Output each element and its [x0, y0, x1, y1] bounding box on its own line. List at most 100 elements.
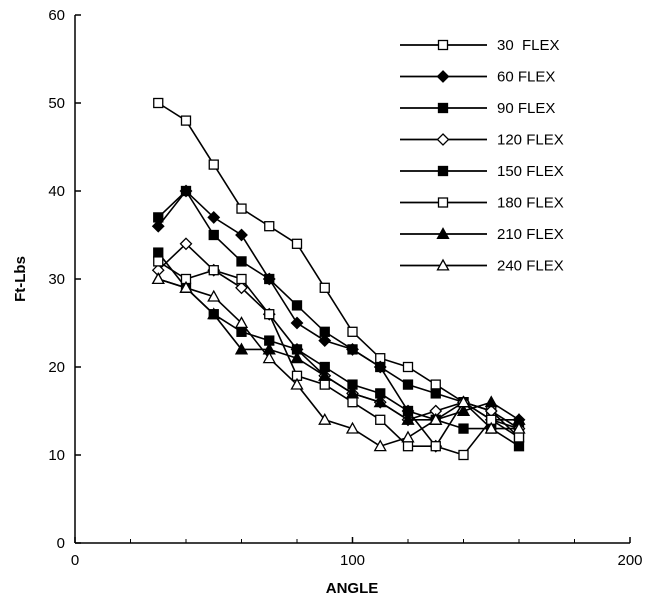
- series-line: [157, 189, 519, 448]
- series-8: [151, 272, 526, 452]
- data-point: [290, 351, 304, 364]
- data-point: [207, 210, 221, 224]
- legend-marker: [436, 258, 450, 271]
- data-point: [235, 228, 248, 242]
- legend-item: 120 FLEX: [400, 132, 564, 149]
- legend-item: 240 FLEX: [400, 258, 564, 275]
- data-point: [153, 97, 164, 109]
- data-point: [512, 421, 526, 434]
- legend-marker: [436, 227, 450, 240]
- data-point: [208, 265, 219, 276]
- data-point: [318, 334, 332, 348]
- data-point: [207, 307, 221, 320]
- data-point: [345, 386, 360, 399]
- data-point: [456, 395, 471, 408]
- y-tick-label: 30: [48, 271, 65, 288]
- y-tick-label: 40: [48, 183, 65, 200]
- series-7: [151, 272, 526, 425]
- legend-box: [390, 25, 615, 280]
- data-point: [401, 412, 415, 425]
- legend-item: 180 FLEX: [400, 195, 564, 212]
- data-point: [179, 280, 193, 293]
- data-point: [291, 300, 303, 311]
- x-axis-title: ANGLE: [326, 580, 379, 597]
- series-line: [158, 278, 520, 421]
- data-point: [179, 237, 193, 251]
- data-point: [153, 247, 164, 258]
- legend: 30 FLEX 60 FLEX 90 FLEX 120 FLEX 150 FLEX 180…: [390, 25, 615, 280]
- legend-item: 90 FLEX: [400, 100, 555, 117]
- legend-label: 120 FLEX: [497, 132, 564, 149]
- data-point: [401, 430, 415, 443]
- data-point: [262, 351, 276, 364]
- data-point: [373, 395, 387, 408]
- x-tick-label: 200: [617, 552, 642, 569]
- legend-item: 210 FLEX: [400, 226, 564, 243]
- data-point: [208, 229, 219, 241]
- y-axis-title: Ft-Lbs: [12, 256, 29, 302]
- x-tick-label: 100: [340, 552, 365, 569]
- data-point: [402, 441, 414, 452]
- y-ticks: 0 10 20 30 40 50 60: [48, 7, 81, 552]
- data-point: [513, 432, 525, 443]
- legend-label: 60 FLEX: [497, 69, 555, 86]
- legend-marker: [436, 70, 450, 83]
- legend-label: 150 FLEX: [497, 163, 564, 180]
- legend-label: 240 FLEX: [497, 258, 564, 275]
- data-point: [290, 316, 304, 330]
- data-point: [153, 212, 164, 223]
- legend-label: 210 FLEX: [497, 226, 564, 243]
- data-point: [458, 449, 469, 461]
- legend-item: 30 FLEX: [400, 37, 560, 54]
- series-line: [157, 252, 520, 447]
- data-point: [456, 404, 471, 417]
- data-point: [429, 412, 443, 425]
- data-point: [318, 412, 332, 425]
- legend-item: 150 FLEX: [400, 163, 564, 180]
- legend-items: 30 FLEX 60 FLEX 90 FLEX 120 FLEX 150 FLEX 180…: [400, 37, 564, 275]
- data-point: [318, 368, 332, 381]
- data-point: [458, 423, 469, 434]
- data-point: [484, 395, 498, 408]
- y-tick-label: 50: [48, 95, 65, 112]
- legend-marker: [437, 197, 449, 208]
- data-point: [264, 273, 275, 285]
- data-point: [319, 379, 330, 390]
- data-point: [484, 421, 498, 434]
- x-tick-label: 0: [71, 552, 79, 569]
- series-group: [151, 97, 526, 461]
- data-point: [153, 256, 164, 267]
- legend-marker: [436, 133, 450, 146]
- data-point: [236, 326, 247, 337]
- data-point: [347, 326, 358, 337]
- data-point: [375, 361, 386, 373]
- data-point: [402, 361, 414, 373]
- data-point: [234, 316, 249, 329]
- data-point: [207, 289, 221, 302]
- legend-marker: [437, 39, 449, 51]
- legend-marker: [437, 102, 449, 114]
- data-point: [375, 414, 386, 425]
- data-point: [430, 379, 441, 390]
- data-point: [236, 273, 247, 285]
- data-point: [319, 282, 330, 293]
- data-point: [180, 185, 192, 197]
- data-point: [264, 221, 275, 232]
- data-point: [347, 344, 358, 355]
- data-point: [234, 342, 249, 355]
- legend-marker: [437, 165, 449, 177]
- y-tick-label: 0: [57, 535, 65, 552]
- data-point: [513, 441, 525, 452]
- data-point: [208, 159, 219, 170]
- y-tick-label: 20: [48, 359, 65, 376]
- legend-label: 180 FLEX: [497, 195, 564, 212]
- data-point: [236, 256, 247, 267]
- data-point: [236, 203, 247, 214]
- legend-label: 90 FLEX: [497, 100, 555, 117]
- y-tick-label: 10: [48, 447, 65, 464]
- data-point: [235, 281, 248, 295]
- data-point: [291, 238, 303, 249]
- data-point: [402, 379, 414, 390]
- data-point: [264, 309, 275, 320]
- data-point: [180, 115, 192, 126]
